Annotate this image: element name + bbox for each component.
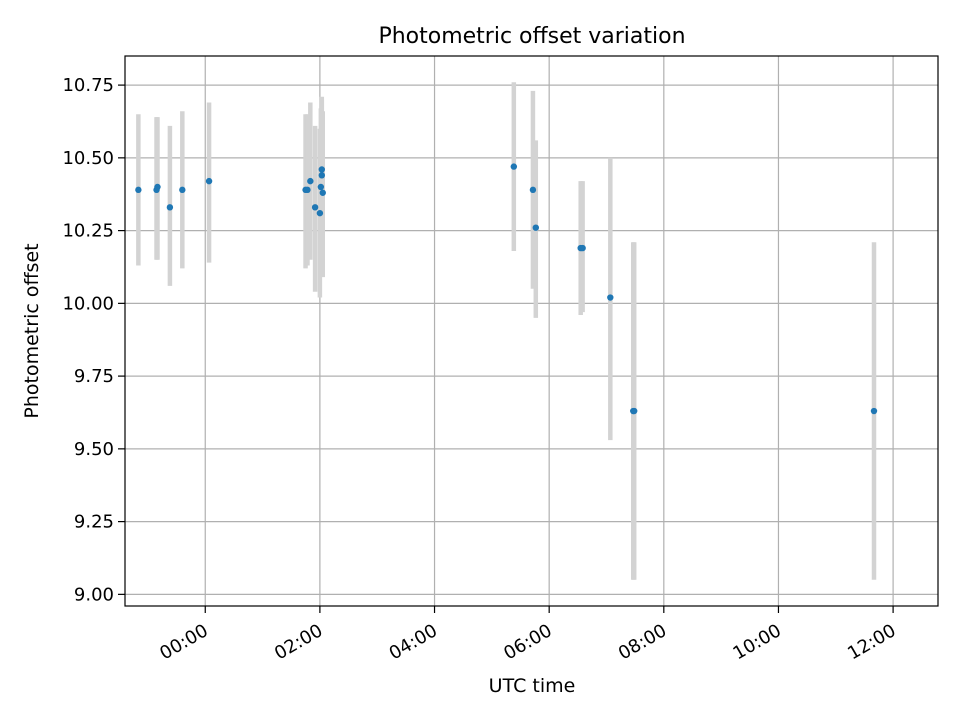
x-axis-ticks: 00:00 02:00 04:00 06:00 08:00 10:00 12:00 (156, 606, 900, 664)
data-point (311, 204, 319, 211)
data-point (529, 186, 537, 194)
x-tick-label: 10:00 (730, 620, 785, 664)
y-tick-label: 9.00 (74, 584, 114, 605)
data-point (532, 224, 539, 231)
data-point (318, 172, 326, 179)
x-tick-label: 06:00 (500, 620, 555, 664)
errorbar-layer (136, 82, 877, 580)
data-point (607, 294, 614, 301)
data-point (307, 177, 314, 185)
x-tick-label: 04:00 (386, 620, 441, 664)
data-point (135, 186, 142, 194)
data-point (870, 407, 878, 415)
data-point (154, 183, 161, 191)
y-tick-label: 10.25 (62, 221, 114, 242)
x-tick-label: 02:00 (271, 620, 326, 664)
data-point (510, 163, 518, 170)
data-point (579, 244, 586, 252)
x-tick-label: 08:00 (615, 620, 670, 664)
x-axis-label: UTC time (489, 675, 576, 697)
data-point (166, 204, 174, 211)
point-layer (135, 163, 878, 415)
data-point (630, 407, 638, 415)
data-point (316, 209, 324, 217)
y-tick-label: 9.50 (74, 439, 114, 460)
y-tick-label: 9.75 (74, 366, 114, 387)
x-tick-label: 12:00 (844, 620, 899, 664)
y-tick-label: 10.75 (62, 75, 114, 96)
data-point (318, 166, 326, 173)
y-axis-label: Photometric offset (21, 243, 43, 418)
chart-title: Photometric offset variation (378, 24, 685, 49)
y-tick-label: 10.50 (62, 148, 114, 169)
y-tick-label: 10.00 (62, 293, 114, 314)
x-tick-label: 00:00 (156, 620, 211, 664)
y-tick-label: 9.25 (74, 512, 114, 533)
data-point (304, 186, 311, 194)
plot-frame (124, 55, 939, 607)
data-point (319, 189, 326, 196)
data-point (205, 177, 213, 185)
data-point (179, 186, 186, 194)
y-axis-ticks: 9.00 9.25 9.50 9.75 10.00 10.25 10.50 10.75 (62, 75, 125, 605)
data-point (317, 183, 325, 191)
